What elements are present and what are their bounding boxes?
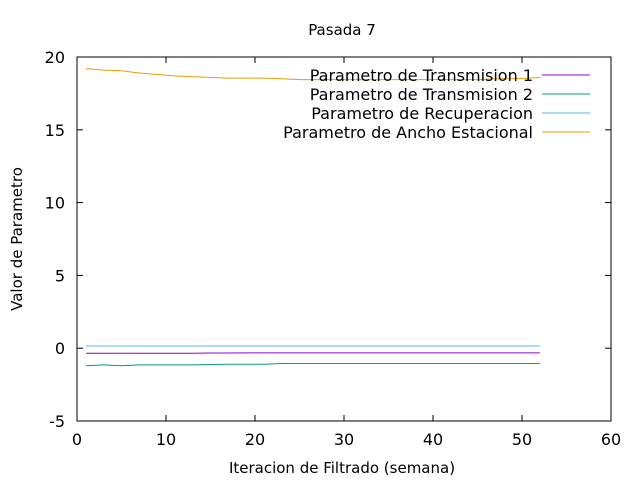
x-axis-label: Iteracion de Filtrado (semana) — [229, 459, 455, 477]
x-tick-label: 30 — [334, 430, 354, 449]
x-tick-label: 10 — [156, 430, 176, 449]
series-line-4 — [85, 68, 540, 81]
ticks-layer: 0 10 20 30 40 50 60 -5 0 5 10 15 20 — [45, 48, 622, 449]
y-tick-label: 20 — [45, 48, 65, 67]
x-tick-label: 60 — [601, 430, 621, 449]
y-tick-label: -5 — [49, 412, 65, 431]
x-tick-label: 50 — [512, 430, 532, 449]
legend-label-1: Parametro de Transmision 1 — [310, 66, 533, 85]
y-tick-label: 15 — [45, 121, 65, 140]
x-tick-label: 20 — [245, 430, 265, 449]
legend-label-3: Parametro de Recuperacion — [311, 104, 533, 123]
legend-label-2: Parametro de Transmision 2 — [310, 85, 533, 104]
series-layer — [85, 68, 540, 367]
x-tick-label: 40 — [423, 430, 443, 449]
x-tick-label: 0 — [72, 430, 82, 449]
y-tick-label: 5 — [55, 266, 65, 285]
series-line-2 — [85, 363, 540, 367]
y-axis-label: Valor de Parametro — [8, 167, 26, 311]
y-tick-label: 10 — [45, 194, 65, 213]
y-tick-label: 0 — [55, 339, 65, 358]
chart-title: Pasada 7 — [308, 21, 376, 39]
legend-label-4: Parametro de Ancho Estacional — [283, 123, 533, 142]
